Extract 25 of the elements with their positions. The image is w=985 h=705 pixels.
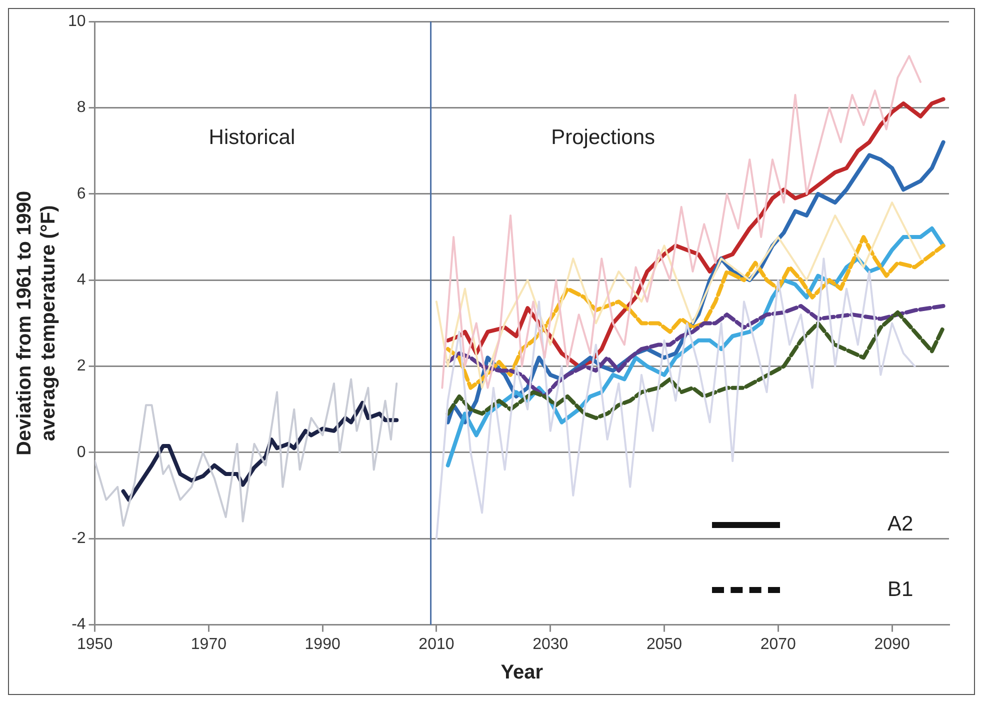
y-tick-label: 2	[76, 358, 86, 375]
annotation: A2	[887, 512, 914, 536]
x-tick-label: 2090	[874, 636, 910, 653]
y-axis-title: Deviation from 1961 to 1990 average temperature (°F)	[14, 190, 60, 456]
x-tick-label: 1970	[190, 636, 227, 653]
x-tick-label: 1990	[304, 636, 340, 653]
x-tick-label: 2070	[760, 636, 796, 653]
y-tick-label: 8	[76, 99, 86, 116]
annotation: Projections	[551, 126, 655, 149]
y-tick-label: -2	[72, 530, 86, 548]
line-series	[446, 235, 946, 390]
x-tick-label: 1950	[77, 636, 113, 653]
y-tick-label: 10	[68, 13, 86, 30]
y-tick-label: 0	[76, 444, 86, 461]
y-tick-label: 4	[76, 272, 86, 289]
annotation: B1	[887, 578, 914, 602]
y-tick-label: 6	[76, 185, 86, 202]
x-tick-label: 2050	[646, 636, 682, 653]
x-tick-label: 2030	[532, 636, 568, 653]
x-axis-title: Year	[500, 662, 544, 684]
x-tick-label: 2010	[418, 636, 454, 653]
annotation: Historical	[208, 126, 296, 149]
y-tick-label: -4	[72, 616, 86, 634]
line-series	[446, 310, 946, 420]
line-series	[446, 304, 946, 398]
